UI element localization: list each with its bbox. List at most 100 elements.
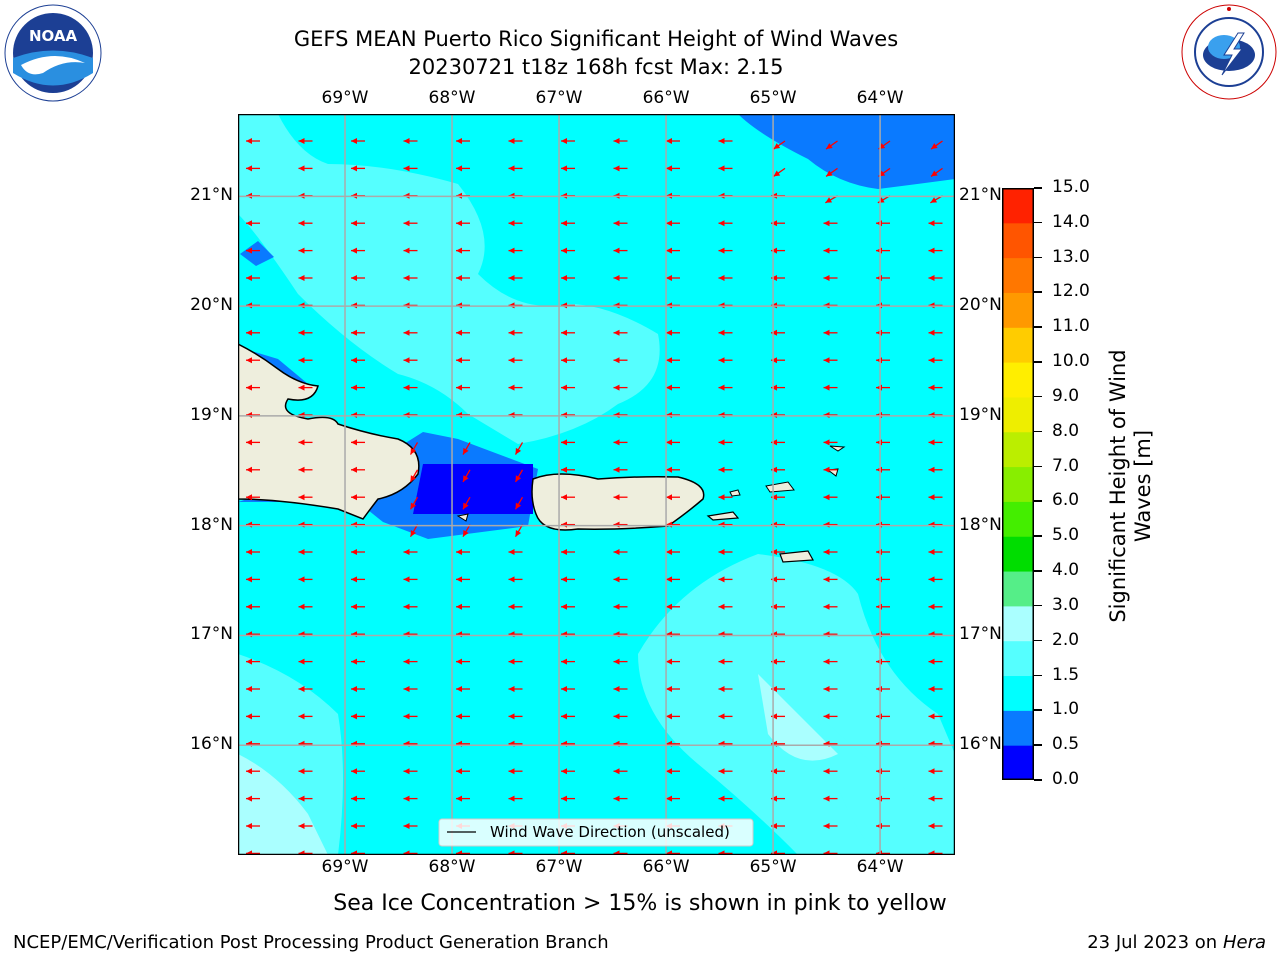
- wave-direction-arrowhead: [613, 658, 620, 665]
- colorbar-segment: [1002, 362, 1034, 398]
- wave-direction-arrowhead: [823, 329, 830, 336]
- wave-direction-arrowhead: [246, 768, 252, 775]
- lat-tick-right: 19°N: [959, 404, 1002, 425]
- wave-direction-arrowhead: [410, 502, 417, 510]
- wave-direction-arrowhead: [718, 686, 725, 692]
- wave-direction-arrowhead: [246, 165, 252, 172]
- wave-direction-arrowhead: [718, 768, 725, 775]
- wave-direction-arrowhead: [771, 329, 777, 336]
- wave-direction-arrowhead: [823, 384, 830, 391]
- colorbar-tick-label: 8.0: [1052, 420, 1080, 441]
- wave-direction-arrowhead: [823, 220, 830, 227]
- wave-direction-arrowhead: [928, 384, 935, 391]
- wave-direction-arrowhead: [508, 768, 515, 775]
- wave-direction-arrowhead: [561, 439, 567, 446]
- wave-direction-arrowhead: [561, 494, 567, 501]
- wave-direction-arrowhead: [403, 549, 410, 555]
- colorbar-tick-mark: [1034, 604, 1042, 607]
- legend-label: Wind Wave Direction (unscaled): [490, 823, 730, 841]
- wave-direction-arrowhead: [298, 466, 305, 473]
- lat-tick-left: 18°N: [190, 514, 233, 535]
- colorbar-tick-mark: [1034, 187, 1042, 189]
- colorbar-segment: [1002, 431, 1034, 468]
- wave-direction-arrowhead: [666, 713, 672, 720]
- wave-direction-arrowhead: [298, 384, 305, 391]
- wave-direction-arrowhead: [771, 576, 777, 583]
- wave-direction-arrowhead: [928, 768, 935, 775]
- wave-direction-arrowhead: [666, 329, 672, 336]
- wave-direction-arrowhead: [298, 220, 305, 227]
- wave-direction-arrowhead: [928, 713, 935, 720]
- wave-direction-arrowhead: [456, 247, 462, 254]
- colorbar-tick-mark: [1034, 639, 1042, 642]
- colorbar-tick-label: 4.0: [1052, 560, 1080, 581]
- mona-island: [456, 513, 469, 522]
- wave-direction-arrowhead: [246, 603, 252, 610]
- map-legend: Wind Wave Direction (unscaled): [438, 818, 754, 847]
- wave-direction-arrowhead: [463, 475, 469, 482]
- noaa-logo-text: NOAA: [29, 27, 78, 45]
- wave-direction-arrowhead: [298, 768, 305, 775]
- sea-ice-note: Sea Ice Concentration > 15% is shown in …: [333, 891, 947, 916]
- wave-direction-arrowhead: [515, 502, 522, 510]
- wave-direction-arrowhead: [666, 275, 672, 281]
- lat-tick-left: 21°N: [190, 185, 233, 206]
- colorbar-segment: [1002, 640, 1034, 677]
- wave-direction-arrowhead: [351, 384, 357, 391]
- land-masses: [238, 343, 846, 563]
- wave-direction-arrowhead: [666, 466, 672, 473]
- wave-direction-arrowhead: [246, 357, 252, 364]
- noaa-logo: NOAA: [3, 3, 103, 103]
- colorbar-label-line2: Waves [m]: [1131, 429, 1155, 543]
- wave-direction-arrowhead: [718, 603, 725, 610]
- wave-direction-arrowhead: [773, 170, 781, 177]
- wave-direction-arrowhead: [246, 823, 252, 829]
- colorbar-tick-mark: [1034, 361, 1042, 363]
- wave-direction-arrowhead: [561, 138, 567, 144]
- wave-direction-arrowhead: [613, 576, 620, 583]
- wave-direction-arrowhead: [771, 384, 777, 391]
- colorbar-tick-mark: [1034, 500, 1042, 502]
- wave-direction-arrowhead: [613, 329, 620, 336]
- wave-direction-arrowhead: [508, 329, 515, 336]
- wave-direction-arrowhead: [771, 795, 777, 802]
- colorbar-tick-mark: [1034, 465, 1042, 468]
- wave-direction-arrowhead: [508, 220, 515, 227]
- map-canvas: Wind Wave Direction (unscaled): [237, 113, 956, 856]
- wave-direction-arrowhead: [613, 220, 620, 227]
- wave-direction-arrowhead: [298, 576, 305, 583]
- wave-direction-arrowhead: [298, 713, 305, 720]
- lon-tick-bottom: 67°W: [535, 857, 583, 877]
- colorbar-segment: [1002, 571, 1034, 607]
- wave-direction-arrowhead: [246, 439, 252, 446]
- wave-direction-arrowhead: [718, 466, 725, 473]
- wave-direction-arrowhead: [823, 768, 830, 775]
- wave-direction-arrowhead: [771, 357, 777, 364]
- wave-direction-arrowhead: [613, 768, 620, 775]
- wave-direction-arrowhead: [823, 494, 830, 501]
- wave-direction-arrowhead: [666, 686, 672, 692]
- wave-direction-arrowhead: [403, 768, 410, 775]
- wave-direction-arrowhead: [246, 384, 252, 391]
- colorbar-tick-mark: [1034, 779, 1042, 781]
- wave-direction-arrowhead: [298, 329, 305, 336]
- colorbar-tick-label: 0.5: [1052, 734, 1080, 755]
- wave-direction-arrowhead: [403, 220, 410, 227]
- lat-lon-grid: [238, 114, 955, 855]
- wave-direction-arrowhead: [771, 658, 777, 665]
- wave-direction-arrowhead: [928, 576, 935, 583]
- wave-direction-arrowhead: [351, 603, 357, 610]
- wave-direction-arrowhead: [508, 384, 515, 391]
- wave-direction-arrowhead: [351, 795, 357, 802]
- wave-direction-arrowhead: [508, 275, 515, 281]
- wave-direction-arrowhead: [825, 197, 833, 203]
- wave-direction-arrowhead: [351, 466, 357, 473]
- wave-direction-arrowhead: [515, 530, 522, 537]
- wave-direction-arrowhead: [351, 658, 357, 665]
- lon-tick-bottom: 66°W: [642, 857, 690, 877]
- wave-direction-arrowhead: [246, 658, 252, 665]
- wave-direction-arrowhead: [298, 138, 305, 144]
- wave-direction-arrowhead: [613, 275, 620, 281]
- wave-direction-arrowhead: [351, 823, 357, 829]
- wave-direction-arrowhead: [508, 165, 515, 172]
